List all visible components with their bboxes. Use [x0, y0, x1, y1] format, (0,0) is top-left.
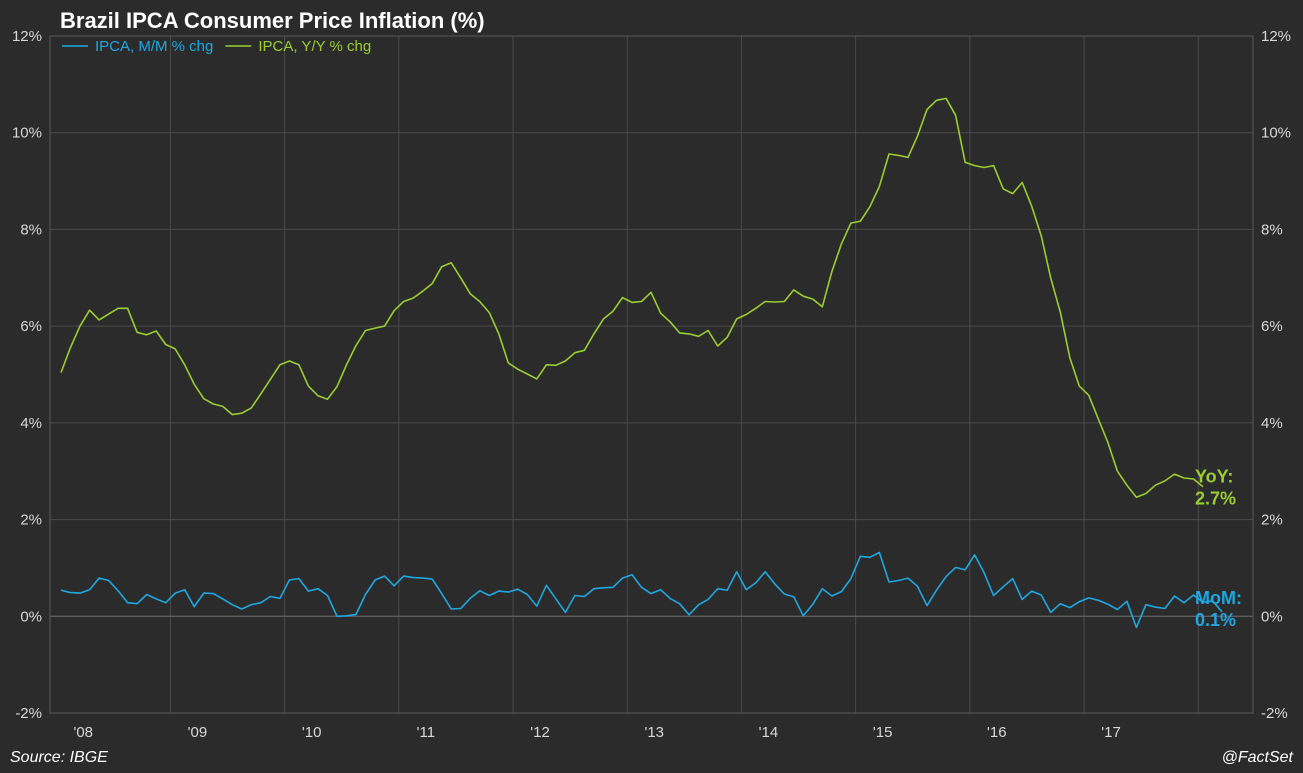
y-tick-label-left: -2% [15, 705, 42, 722]
x-tick-label: '13 [644, 724, 664, 741]
credit-note: @FactSet [1222, 749, 1294, 766]
y-tick-label-left: 8% [20, 221, 42, 238]
x-tick-label: '08 [73, 724, 93, 741]
y-tick-label-right: 8% [1261, 221, 1283, 238]
x-tick-label: '14 [759, 724, 779, 741]
y-tick-label-right: 4% [1261, 415, 1283, 432]
y-axis-left: 12% 10% 8% 6% 4% 2% 0% -2% [12, 28, 42, 722]
y-tick-label-left: 0% [20, 608, 42, 625]
x-tick-label: '17 [1101, 724, 1121, 741]
x-tick-label: '10 [302, 724, 322, 741]
legend-label: IPCA, M/M % chg [95, 38, 213, 55]
x-tick-label: '12 [530, 724, 550, 741]
y-tick-label-left: 2% [20, 512, 42, 529]
end-label-name: YoY: [1195, 467, 1233, 487]
x-tick-label: '15 [873, 724, 893, 741]
y-tick-label-right: 6% [1261, 318, 1283, 335]
y-tick-label-left: 10% [12, 125, 42, 142]
y-tick-label-right: 12% [1261, 28, 1291, 45]
chart-title: Brazil IPCA Consumer Price Inflation (%) [60, 8, 485, 33]
series-line-yoy [60, 97, 1204, 499]
end-label-value: 0.1% [1195, 610, 1236, 630]
y-tick-label-right: 0% [1261, 608, 1283, 625]
end-label-value: 2.7% [1195, 489, 1236, 509]
y-tick-label-left: 6% [20, 318, 42, 335]
x-axis: '08 '09 '10 '11 '12 '13 '14 '15 '16 '17 [73, 724, 1120, 741]
series-group [60, 97, 1223, 629]
x-tick-label: '11 [417, 724, 435, 741]
end-labels: MoM:0.1% YoY:2.7% [1195, 467, 1242, 630]
series-line-mom [60, 551, 1223, 629]
x-tick-label: '09 [188, 724, 208, 741]
x-tick-label: '16 [987, 724, 1007, 741]
legend: IPCA, M/M % chg IPCA, Y/Y % chg [62, 38, 371, 55]
y-tick-label-right: 10% [1261, 125, 1291, 142]
y-axis-right: 12% 10% 8% 6% 4% 2% 0% -2% [1261, 28, 1291, 722]
plot-frame [49, 35, 1254, 714]
source-note: Source: IBGE [10, 749, 108, 766]
y-tick-label-left: 4% [20, 415, 42, 432]
y-tick-label-right: 2% [1261, 512, 1283, 529]
y-tick-label-right: -2% [1261, 705, 1288, 722]
end-label-name: MoM: [1195, 588, 1242, 608]
legend-label: IPCA, Y/Y % chg [258, 38, 371, 55]
y-tick-label-left: 12% [12, 28, 42, 45]
